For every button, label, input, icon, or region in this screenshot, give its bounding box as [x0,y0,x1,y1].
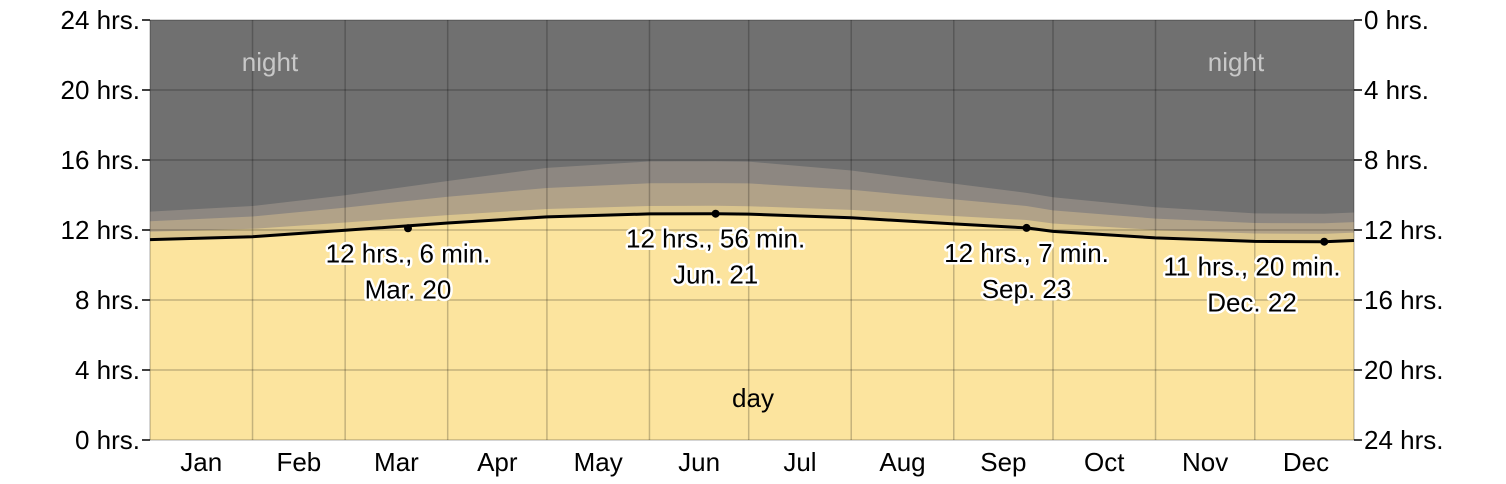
night-label-right: night [1208,47,1265,77]
month-label-oct: Oct [1084,447,1125,477]
right-tick-label-6: 24 hrs. [1364,425,1444,455]
left-tick-label-0: 0 hrs. [75,425,140,455]
left-axis: 0 hrs. 4 hrs. 8 hrs. 12 hrs. 16 hrs. 20 hrs. 2… [61,5,150,455]
annotation-date-2: Sep. 23 [982,274,1072,304]
night-label-left: night [242,47,299,77]
right-tick-label-2: 8 hrs. [1364,145,1429,175]
month-label-dec: Dec [1283,447,1329,477]
month-label-apr: Apr [477,447,518,477]
right-axis: 0 hrs. 4 hrs. 8 hrs. 12 hrs. 16 hrs. 20 hrs. 2… [1354,5,1444,455]
day-region [150,213,1354,440]
annotations: 12 hrs., 6 min. Mar. 20 12 hrs., 56 min. Ju… [323,209,1343,320]
annotation-date-0: Mar. 20 [365,274,452,304]
day-label: day [732,383,774,413]
annotation-date-3: Dec. 22 [1207,288,1297,318]
annotation-date-1: Jun. 21 [673,260,758,290]
left-tick-label-5: 20 hrs. [61,75,141,105]
annotation-point-0 [404,224,412,233]
month-label-jan: Jan [180,447,222,477]
right-tick-label-3: 12 hrs. [1364,215,1444,245]
right-tick-label-4: 16 hrs. [1364,285,1444,315]
plot-fills [150,20,1354,440]
left-tick-label-4: 16 hrs. [61,145,141,175]
month-label-aug: Aug [879,447,925,477]
x-axis: Jan Feb Mar Apr May Jun Jul Aug Sep Oct Nov Dec [180,447,1329,477]
right-tick-label-0: 0 hrs. [1364,5,1429,35]
annotation-value-3: 11 hrs., 20 min. [1163,252,1340,282]
left-tick-label-1: 4 hrs. [75,355,140,385]
annotation-value-1: 12 hrs., 56 min. [626,224,805,254]
annotation-point-2 [1022,223,1031,232]
day-length-series-line [149,212,1355,244]
annotation-point-3 [1320,237,1329,246]
annotation-value-2: 12 hrs., 7 min. [944,238,1109,268]
day-length-line [149,212,1355,244]
annotation-value-0: 12 hrs., 6 min. [326,238,491,268]
month-label-feb: Feb [276,447,321,477]
left-tick-label-6: 24 hrs. [61,5,141,35]
month-label-sep: Sep [980,447,1026,477]
right-tick-label-1: 4 hrs. [1364,75,1429,105]
left-tick-label-2: 8 hrs. [75,285,140,315]
month-label-nov: Nov [1182,447,1228,477]
annotation-point-1 [711,209,720,218]
band-labels: night night day [242,47,1265,413]
month-label-may: May [574,447,623,477]
right-tick-label-5: 20 hrs. [1364,355,1444,385]
month-label-mar: Mar [374,447,419,477]
left-tick-label-3: 12 hrs. [61,215,141,245]
month-label-jun: Jun [678,447,720,477]
month-label-jul: Jul [783,447,816,477]
grid-lines [149,19,1355,441]
